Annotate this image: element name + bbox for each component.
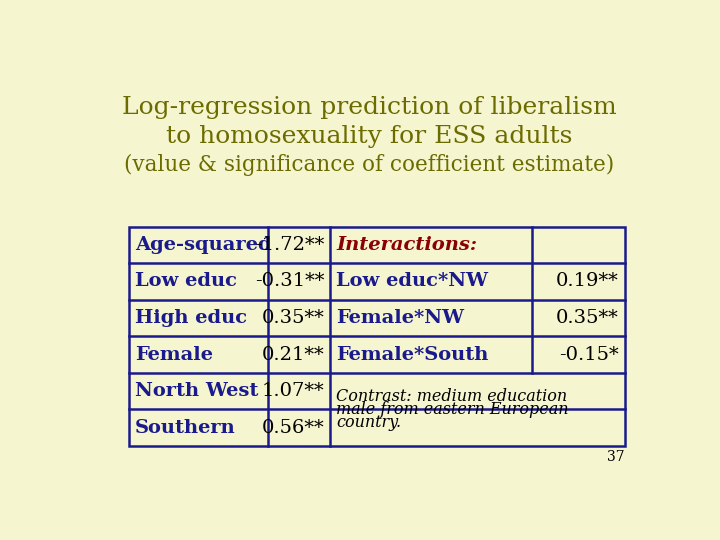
- Text: Interactions:: Interactions:: [336, 236, 477, 254]
- Text: Female*NW: Female*NW: [336, 309, 464, 327]
- Text: 0.19**: 0.19**: [556, 272, 618, 291]
- Text: -0.15*: -0.15*: [559, 346, 618, 363]
- Text: Contrast: medium education: Contrast: medium education: [336, 388, 567, 405]
- Text: 0.35**: 0.35**: [556, 309, 618, 327]
- Text: 37: 37: [607, 450, 625, 464]
- Text: North West: North West: [135, 382, 258, 400]
- Text: Log-regression prediction of liberalism: Log-regression prediction of liberalism: [122, 96, 616, 119]
- Text: 0.56**: 0.56**: [261, 418, 324, 437]
- Text: 1.07**: 1.07**: [261, 382, 324, 400]
- Text: Age-squared: Age-squared: [135, 236, 271, 254]
- Text: -0.31**: -0.31**: [255, 272, 324, 291]
- Text: 0.35**: 0.35**: [261, 309, 324, 327]
- Text: Southern: Southern: [135, 418, 235, 437]
- Text: (value & significance of coefficient estimate): (value & significance of coefficient est…: [124, 154, 614, 176]
- Bar: [129, 226, 625, 446]
- Text: -1.72**: -1.72**: [255, 236, 324, 254]
- Text: to homosexuality for ESS adults: to homosexuality for ESS adults: [166, 125, 572, 148]
- Text: Low educ: Low educ: [135, 272, 237, 291]
- Text: male from eastern European: male from eastern European: [336, 401, 569, 418]
- Text: Female*South: Female*South: [336, 346, 489, 363]
- Text: country.: country.: [336, 414, 402, 431]
- Text: High educ: High educ: [135, 309, 247, 327]
- Text: Female: Female: [135, 346, 213, 363]
- Text: 0.21**: 0.21**: [261, 346, 324, 363]
- Text: Low educ*NW: Low educ*NW: [336, 272, 488, 291]
